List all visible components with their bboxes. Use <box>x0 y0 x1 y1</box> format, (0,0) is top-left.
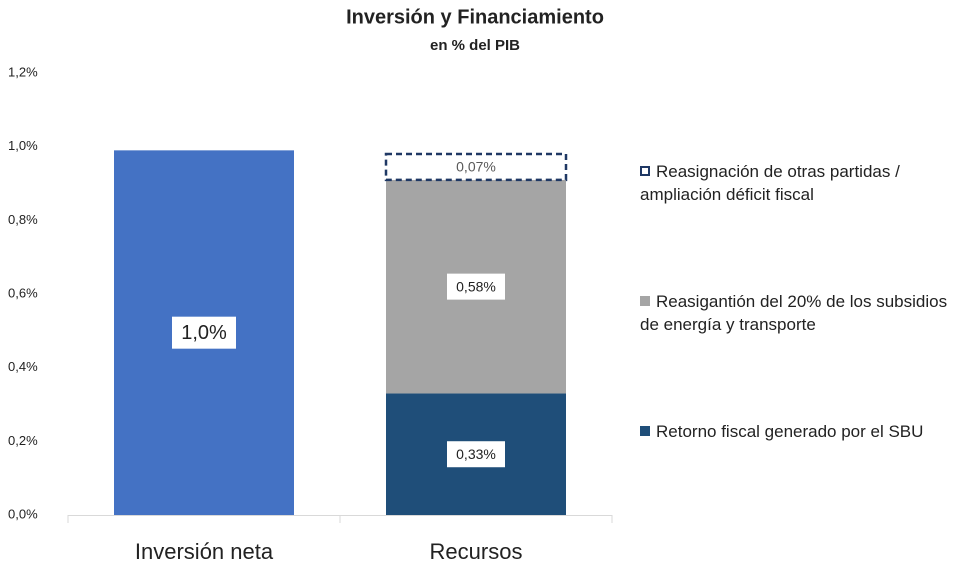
legend-label: Reasigantión del 20% de los subsidios de… <box>640 292 948 334</box>
value-label: 1,0% <box>181 322 227 344</box>
legend-item: Reasignación de otras partidas / ampliac… <box>640 160 950 206</box>
value-label: 0,58% <box>456 278 496 294</box>
y-tick-label: 0,2% <box>8 433 38 448</box>
legend-label: Retorno fiscal generado por el SBU <box>656 422 924 441</box>
value-label-box <box>447 273 505 300</box>
legend-swatch <box>640 166 650 176</box>
legend-item: Retorno fiscal generado por el SBU <box>640 420 950 443</box>
y-tick-label: 0,8% <box>8 212 38 227</box>
legend-item: Reasigantión del 20% de los subsidios de… <box>640 290 950 336</box>
value-label: 0,07% <box>456 159 496 175</box>
legend-swatch <box>640 426 650 436</box>
y-tick-label: 1,2% <box>8 64 38 79</box>
bar-segment <box>384 152 568 182</box>
x-tick-label: Recursos <box>430 539 523 563</box>
x-tick-label: Inversión neta <box>135 539 274 563</box>
y-tick-label: 0,6% <box>8 285 38 300</box>
y-tick-label: 0,4% <box>8 359 38 374</box>
chart-title: Inversión y Financiamiento <box>346 6 604 28</box>
value-label: 0,33% <box>456 446 496 462</box>
y-tick-label: 0,0% <box>8 506 38 521</box>
value-label-box <box>447 441 505 468</box>
y-tick-label: 1,0% <box>8 138 38 153</box>
legend-label: Reasignación de otras partidas / ampliac… <box>640 162 900 204</box>
legend-swatch <box>640 296 650 306</box>
chart-subtitle: en % del PIB <box>430 37 520 54</box>
value-label-box <box>172 316 236 349</box>
